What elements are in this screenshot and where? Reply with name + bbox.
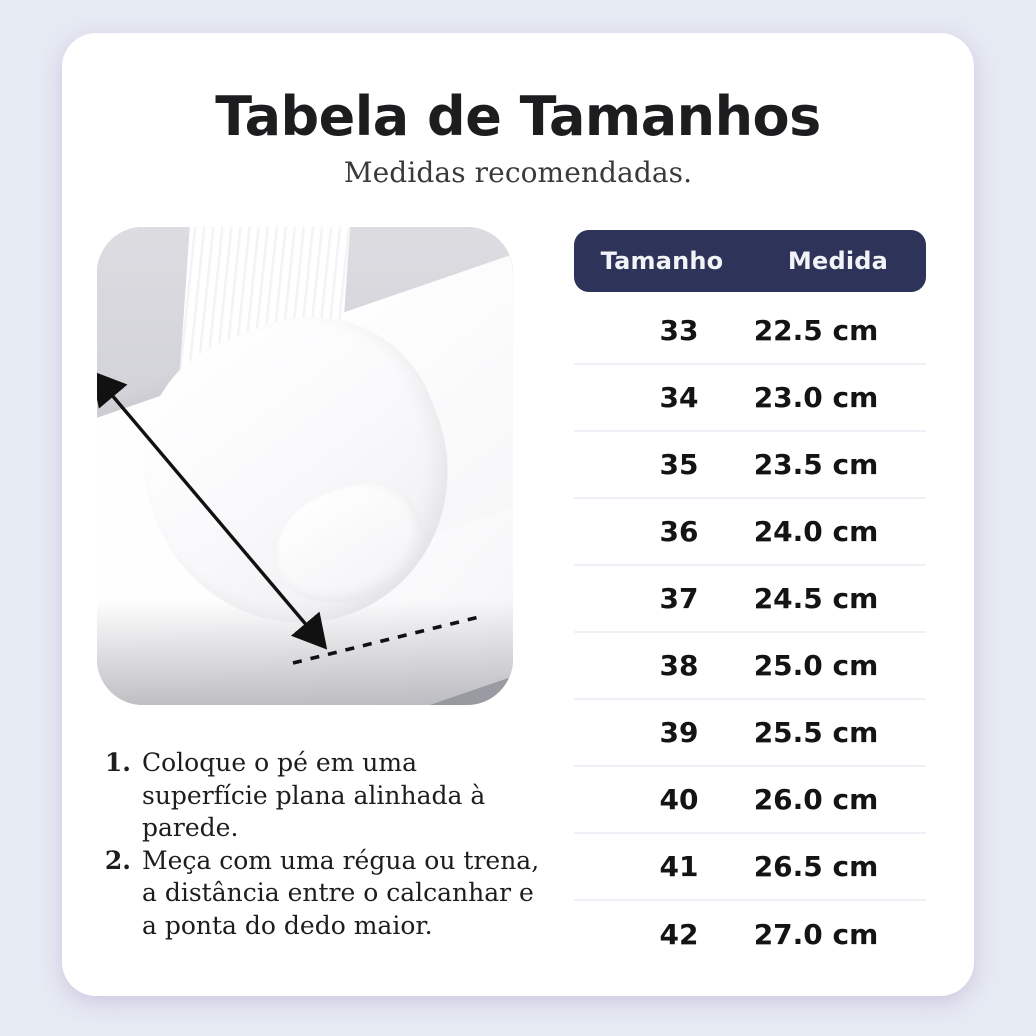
page-subtitle: Medidas recomendadas. xyxy=(343,156,693,190)
cell-measure: 27.0 cm xyxy=(753,918,879,951)
measurement-instructions: 1. Coloque o pé em uma superfície plana … xyxy=(97,747,549,942)
cell-size: 37 xyxy=(659,582,699,615)
foot-measurement-photo xyxy=(97,227,513,705)
table-row: 33 22.5 cm xyxy=(574,298,926,365)
cell-measure: 26.0 cm xyxy=(753,783,879,816)
cell-size: 35 xyxy=(659,448,699,481)
cell-measure: 26.5 cm xyxy=(753,850,879,883)
list-item-number: 1. xyxy=(104,748,131,777)
left-column: 1. Coloque o pé em uma superfície plana … xyxy=(97,227,549,942)
list-item-label: Meça com uma régua ou trena, a distância… xyxy=(142,845,540,940)
table-row: 36 24.0 cm xyxy=(574,499,926,566)
card-header: Tabela de Tamanhos Medidas recomendadas. xyxy=(62,85,974,190)
table-row: 37 24.5 cm xyxy=(574,566,926,633)
table-row: 38 25.0 cm xyxy=(574,633,926,700)
page-title: Tabela de Tamanhos xyxy=(215,85,821,148)
table-row: 35 23.5 cm xyxy=(574,432,926,499)
cell-measure: 24.0 cm xyxy=(753,515,879,548)
cell-measure: 23.0 cm xyxy=(753,381,879,414)
cell-size: 33 xyxy=(659,314,699,347)
table-row: 41 26.5 cm xyxy=(574,834,926,901)
list-item-number: 2. xyxy=(104,845,131,875)
table-row: 39 25.5 cm xyxy=(574,700,926,767)
column-header-tamanho: Tamanho xyxy=(600,247,724,275)
list-item-label: Coloque o pé em uma superfície plana ali… xyxy=(142,748,486,842)
cell-measure: 25.5 cm xyxy=(753,716,879,749)
table-body: 33 22.5 cm 34 23.0 cm 35 23.5 cm 36 24.0… xyxy=(574,298,926,968)
table-row: 42 27.0 cm xyxy=(574,901,926,968)
size-table: Tamanho Medida 33 22.5 cm 34 23.0 cm 35 … xyxy=(574,230,926,968)
cell-measure: 22.5 cm xyxy=(753,314,879,347)
cell-size: 39 xyxy=(659,716,699,749)
cell-size: 41 xyxy=(659,850,699,883)
cell-size: 40 xyxy=(659,783,699,816)
cell-measure: 25.0 cm xyxy=(753,649,879,682)
cell-size: 36 xyxy=(659,515,699,548)
cell-measure: 23.5 cm xyxy=(753,448,879,481)
list-item: 1. Coloque o pé em uma superfície plana … xyxy=(102,747,549,845)
table-row: 34 23.0 cm xyxy=(574,365,926,432)
size-guide-card: Tabela de Tamanhos Medidas recomendadas. xyxy=(62,33,974,996)
cell-size: 34 xyxy=(659,381,699,414)
table-row: 40 26.0 cm xyxy=(574,767,926,834)
measurement-arrow-icon xyxy=(97,370,480,665)
cell-size: 38 xyxy=(659,649,699,682)
cell-size: 42 xyxy=(659,918,699,951)
table-header-row: Tamanho Medida xyxy=(574,230,926,292)
list-item: 2. Meça com uma régua ou trena, a distân… xyxy=(102,845,549,943)
column-header-medida: Medida xyxy=(787,247,889,275)
cell-measure: 24.5 cm xyxy=(753,582,879,615)
